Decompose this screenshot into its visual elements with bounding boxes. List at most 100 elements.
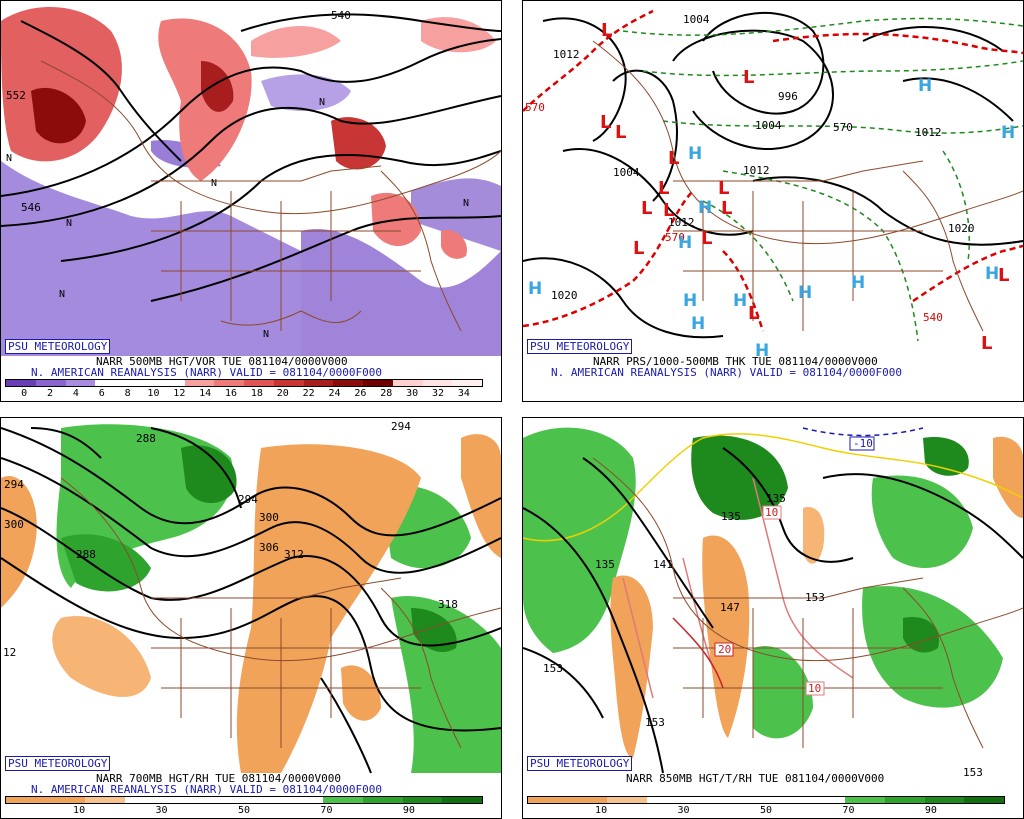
isobar-label: 1012 (915, 126, 942, 139)
high-pressure-marker: H (1001, 123, 1015, 143)
contour-label: 306 (259, 541, 279, 554)
map-700mb: 288 294 300 288 294 300 306 312 318 12 2… (1, 418, 501, 774)
vort-minimum-label: N (319, 97, 325, 108)
colorbar-tick-label: 50 (759, 805, 773, 816)
colorbar-swatch (964, 797, 1005, 803)
vort-minimum-label: N (211, 178, 217, 189)
colorbar-tick-label: 24 (328, 388, 341, 399)
colorbar-swatch (422, 380, 453, 386)
colorbar-tick-label: 28 (380, 388, 393, 399)
isobar-label: 996 (778, 90, 798, 103)
product-caption: NARR 500MB HGT/VOR TUE 081104/0000V000 (96, 355, 348, 368)
colorbar-tick-label: 0 (21, 388, 28, 399)
contour-label: 153 (963, 766, 983, 779)
colorbar-swatch (273, 380, 304, 386)
contour-label: 12 (3, 646, 16, 659)
contour-label: 153 (805, 591, 825, 604)
colorbar-swatch (726, 797, 767, 803)
colorbar-swatch (125, 797, 165, 803)
colorbar-swatch (567, 797, 608, 803)
high-pressure-marker: H (918, 76, 932, 96)
colorbar-tick-label: 14 (199, 388, 212, 399)
high-pressure-marker: H (678, 233, 692, 253)
colorbar-tick-label: 6 (98, 388, 105, 399)
temperature-label: 20 (718, 643, 731, 656)
colorbar-tick-label: 26 (354, 388, 367, 399)
map-pressure-thickness: 1012 1004 996 1004 1012 1004 1012 1020 1… (523, 1, 1023, 361)
contour-label: 147 (720, 601, 740, 614)
map-500mb: 540 552 546 N N N N N N N (1, 1, 501, 356)
thickness-label: 570 (525, 101, 545, 114)
thickness-label: 540 (923, 311, 943, 324)
isobar-label: 1004 (755, 119, 782, 132)
low-pressure-marker: L (998, 265, 1009, 286)
valid-caption: N. AMERICAN REANALYSIS (NARR) VALID = 08… (31, 783, 382, 796)
colorbar-swatch (184, 380, 215, 386)
panel-sea-level-pressure-thickness: 1012 1004 996 1004 1012 1004 1012 1020 1… (522, 0, 1024, 402)
contour-label: 312 (284, 548, 304, 561)
colorbar-tick-label: 70 (842, 805, 855, 816)
colorbar-tick-label: 30 (155, 805, 168, 816)
colorbar-swatch (607, 797, 648, 803)
rh-colorbar (5, 796, 483, 804)
colorbar-tick-label: 16 (225, 388, 238, 399)
colorbar-tick-label: 50 (237, 805, 251, 816)
temperature-label: 10 (765, 506, 778, 519)
high-pressure-marker: H (755, 341, 769, 361)
colorbar-tick-label: 8 (124, 388, 131, 399)
colorbar-tick-label: 10 (595, 805, 608, 816)
contour-label: 540 (331, 9, 351, 22)
psu-meteorology-logo: PSU METEOROLOGY (527, 756, 633, 771)
rh-colorbar (527, 796, 1005, 804)
low-pressure-marker: L (641, 198, 652, 219)
high-pressure-marker: H (698, 198, 712, 218)
colorbar-swatch (6, 380, 36, 386)
contour-label: 318 (438, 598, 458, 611)
high-pressure-marker: H (691, 314, 705, 334)
colorbar-swatch (363, 380, 393, 386)
contour-label: 552 (6, 89, 26, 102)
colorbar-swatch (924, 797, 965, 803)
vorticity-colorbar (5, 379, 483, 387)
panel-700mb-height-rh: 288 294 300 288 294 300 306 312 318 12 2… (0, 417, 502, 819)
contour-label: 294 (4, 478, 24, 491)
colorbar-swatch (95, 380, 125, 386)
thickness-label: 570 (665, 231, 685, 244)
low-pressure-marker: L (981, 333, 992, 354)
high-pressure-marker: H (798, 283, 812, 303)
high-pressure-marker: H (688, 144, 702, 164)
colorbar-swatch (392, 380, 423, 386)
contour-label: 294 (391, 420, 411, 433)
colorbar-swatch (214, 380, 244, 386)
colorbar-swatch (125, 380, 155, 386)
colorbar-swatch (244, 380, 274, 386)
contour-label: 141 (653, 558, 673, 571)
colorbar-tick-label: 70 (320, 805, 333, 816)
low-pressure-marker: L (748, 303, 759, 324)
low-pressure-marker: L (701, 228, 712, 249)
low-pressure-marker: L (718, 178, 729, 199)
low-pressure-marker: L (668, 148, 679, 169)
low-pressure-marker: L (663, 200, 674, 221)
isobar-label: 1020 (551, 289, 578, 302)
colorbar-tick-label: 90 (924, 805, 937, 816)
contour-label: 135 (766, 492, 786, 505)
valid-caption: N. AMERICAN REANALYSIS (NARR) VALID = 08… (551, 366, 902, 379)
colorbar-swatch (363, 797, 403, 803)
vort-minimum-label: N (66, 218, 72, 229)
low-pressure-marker: L (743, 67, 754, 88)
isobar-label: 570 (833, 121, 853, 134)
contour-label: 153 (543, 662, 563, 675)
colorbar-tick-label: 4 (72, 388, 79, 399)
low-pressure-marker: L (658, 178, 669, 199)
isobar-label: 1012 (668, 216, 695, 229)
high-pressure-marker: H (683, 291, 697, 311)
contour-label: 300 (4, 518, 24, 531)
colorbar-tick-label: 10 (147, 388, 160, 399)
map-850mb: -10 135 135 10 135 141 147 153 153 153 2… (523, 418, 1023, 779)
isobar-label: 1012 (553, 48, 580, 61)
colorbar-swatch (65, 380, 96, 386)
colorbar-swatch (164, 797, 205, 803)
colorbar-swatch (845, 797, 886, 803)
panel-850mb-height-temp-rh: -10 135 135 10 135 141 147 153 153 153 2… (522, 417, 1024, 819)
